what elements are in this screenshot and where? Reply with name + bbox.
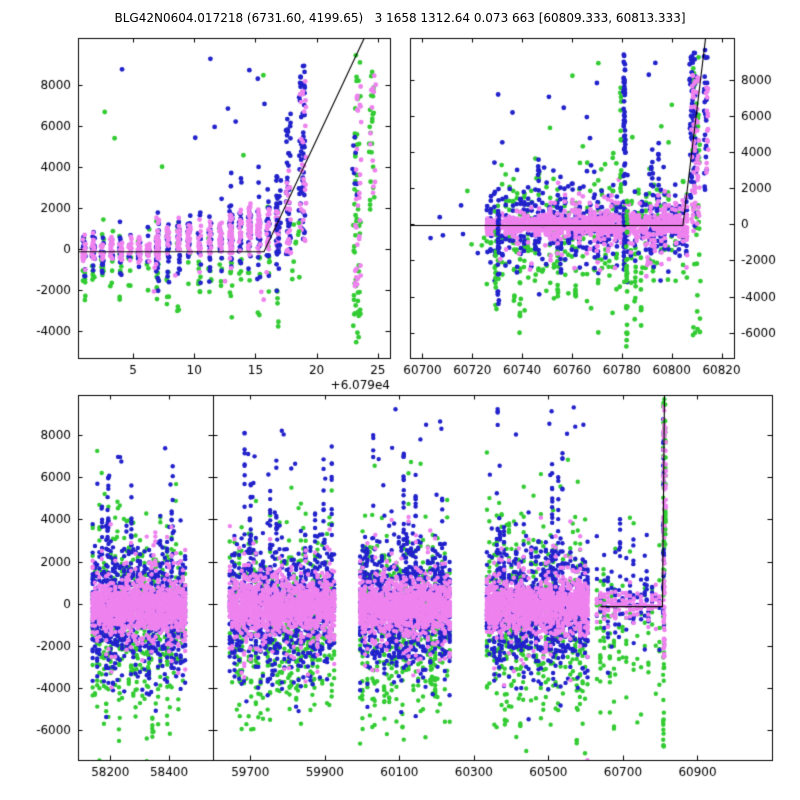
- figure-title: BLG42N0604.017218 (6731.60, 4199.65) 3 1…: [114, 11, 686, 25]
